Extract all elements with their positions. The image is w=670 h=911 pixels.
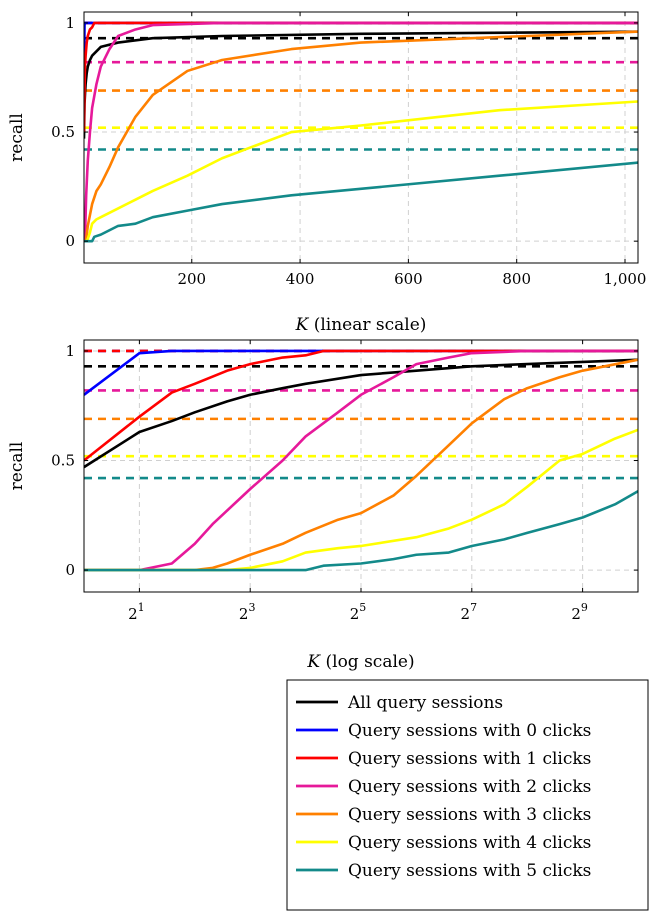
- x-tick-label-base: 2: [571, 605, 581, 623]
- series-line-1: [84, 21, 638, 67]
- legend-label-6: Query sessions with 5 clicks: [348, 861, 591, 881]
- series-line-4: [84, 358, 638, 572]
- plot-area: [84, 349, 638, 572]
- x-tick-label: 1,000: [604, 270, 647, 288]
- legend-label-1: Query sessions with 0 clicks: [348, 721, 591, 741]
- y-tick-label: 1: [65, 342, 75, 360]
- series-line-2: [84, 349, 638, 462]
- series-line-3: [84, 349, 638, 572]
- x-axis-label: K (linear scale): [295, 315, 427, 335]
- x-tick-label: 29: [571, 601, 588, 623]
- x-axis-label-rest: (log scale): [320, 652, 415, 672]
- y-tick-label: 0: [65, 232, 75, 250]
- chart-panel-1: 200 400 600 800 1,000 0 0.5 1 K (linear scale) re…: [7, 11, 647, 335]
- x-tick-label-base: 2: [350, 605, 360, 623]
- x-tick-label-exponent: 3: [248, 601, 255, 614]
- series-line-4: [84, 30, 638, 243]
- legend-label-3: Query sessions with 2 clicks: [348, 777, 591, 797]
- x-tick-label: 200: [177, 270, 206, 288]
- x-tick-label-base: 2: [239, 605, 249, 623]
- series-line-6: [84, 490, 638, 572]
- x-tick-label: 27: [461, 601, 478, 623]
- x-tick-label: 800: [502, 270, 531, 288]
- x-tick-label: 23: [239, 601, 256, 623]
- x-tick-label-exponent: 7: [470, 601, 477, 614]
- plot-area: [84, 21, 638, 243]
- x-axis-label-var: K: [295, 315, 310, 335]
- legend-label-0: All query sessions: [347, 693, 503, 713]
- x-tick-label: 21: [128, 601, 145, 623]
- series-line-0: [84, 358, 638, 469]
- legend-label-5: Query sessions with 4 clicks: [348, 833, 591, 853]
- y-axis-label: recall: [7, 442, 27, 491]
- series-line-6: [84, 161, 638, 243]
- plot-frame: [83, 11, 639, 264]
- y-axis-label: recall: [7, 113, 27, 162]
- y-tick-label: 0.5: [51, 452, 75, 470]
- x-axis-label: K (log scale): [306, 652, 414, 672]
- x-tick-label-base: 2: [461, 605, 471, 623]
- x-tick-label-exponent: 9: [581, 601, 588, 614]
- legend-label-2: Query sessions with 1 clicks: [348, 749, 591, 769]
- x-tick-label: 400: [286, 270, 315, 288]
- series-line-2: [84, 21, 638, 133]
- legend-label-4: Query sessions with 3 clicks: [348, 805, 591, 825]
- x-axis-label-rest: (linear scale): [308, 315, 426, 335]
- x-axis-label-var: K: [306, 652, 321, 672]
- series-line-3: [84, 21, 638, 243]
- y-tick-label: 0.5: [51, 123, 75, 141]
- y-tick-label: 1: [65, 14, 75, 32]
- x-tick-label: 25: [350, 601, 367, 623]
- y-tick-label: 0: [65, 561, 75, 579]
- x-tick-label-exponent: 1: [138, 601, 145, 614]
- x-tick-label-base: 2: [128, 605, 138, 623]
- series-line-5: [84, 100, 638, 243]
- legend: All query sessions Query sessions with 0 …: [286, 679, 649, 911]
- x-tick-label: 600: [394, 270, 423, 288]
- series-line-5: [84, 428, 638, 572]
- x-tick-label-exponent: 5: [359, 601, 366, 614]
- legend-box: [286, 679, 649, 911]
